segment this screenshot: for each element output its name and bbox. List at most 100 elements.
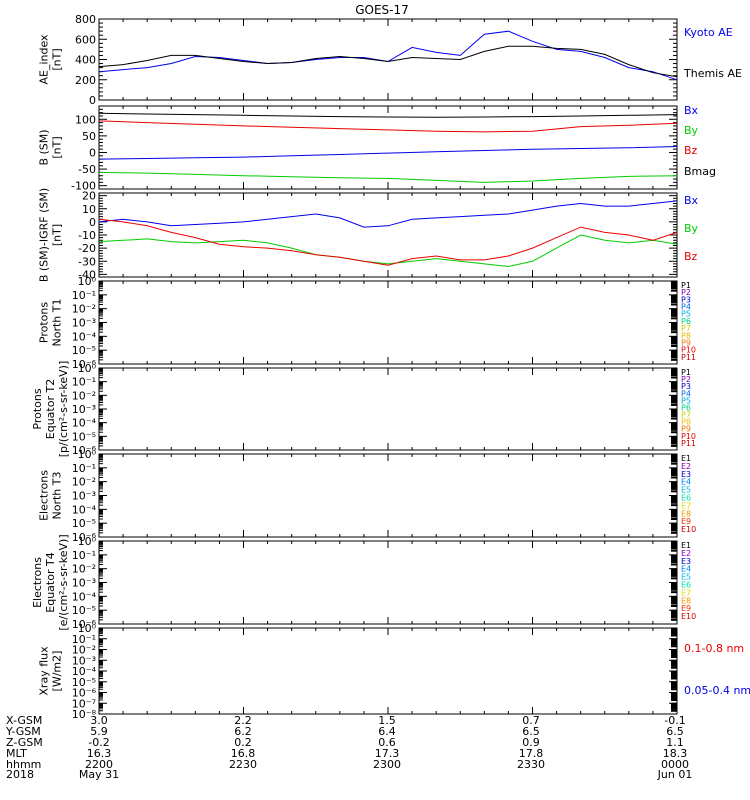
ephemeris-value: 3.0 [90,714,108,727]
y-axis-label: ElectronsEquator T4[e/(cm²-s-sr-keV)] [31,534,70,630]
channel-label: P9 [681,425,691,434]
channel-label: E9 [681,604,691,613]
channel-label: E1 [681,541,691,550]
ephemeris-value: 2.2 [234,714,252,727]
y-tick-label: 10⁻¹ [72,289,96,302]
series-line-by [98,171,678,183]
ephemeris-value: 6.2 [234,725,252,738]
channel-label: E4 [681,478,691,487]
y-tick-label: 10⁻⁶ [72,618,97,631]
ephemeris-row-label: MLT [6,747,27,760]
y-tick-label: 10⁻⁵ [72,676,96,689]
channel-label: E10 [681,525,696,534]
series-line-by [98,234,678,268]
channel-label: P4 [681,389,691,398]
y-axis-label-line: Electrons [31,557,44,608]
panel-frame [98,627,678,715]
y-tick-label: 10⁰ [78,535,97,548]
y-tick-label: 10⁻² [72,644,96,657]
y-tick-label: -30 [78,255,96,268]
y-tick-label: 100 [75,113,96,126]
ephemeris-value: 0.7 [522,714,540,727]
channel-label: E6 [681,494,691,503]
y-tick-label: 10⁻¹ [72,462,96,475]
channel-label: E4 [681,565,691,574]
y-axis-label: B (SM)[nT] [38,129,64,165]
panel-ae: AE_index[nT] 0 200 400 600 800 Kyoto AE Themis … [38,13,742,107]
panel-e2: ElectronsEquator T4[e/(cm²-s-sr-keV)] 10⁻… [31,534,696,631]
channel-label: P11 [681,439,696,448]
channel-label: P4 [681,303,691,312]
ephemeris-row-label: X-GSM [6,714,42,727]
series-line-bz [98,120,678,133]
series-line-themis-ae [98,45,678,78]
y-axis-label-line: North T3 [51,472,64,520]
y-tick-label: 10⁻⁶ [72,358,97,371]
channel-label: P8 [681,418,691,427]
y-tick-label: 10⁻³ [72,317,96,330]
channel-label: E1 [681,454,691,463]
xray-legend-label: 0.1-0.8 nm [684,642,744,655]
y-tick-label: 10⁻⁷ [72,697,96,710]
ephemeris-value: 6.5 [522,725,540,738]
y-tick-label: 50 [82,130,96,143]
ephemeris-row-label: Z-GSM [6,736,43,749]
y-axis-label-line: Electrons [38,470,51,521]
y-tick-label: 10⁻⁴ [72,330,97,343]
ephemeris-value: 16.8 [231,747,256,760]
panel-xray: Xray flux[W/m2]10⁻⁸10⁻⁷10⁻⁶10⁻⁵10⁻⁴10⁻³1… [38,622,750,721]
y-axis-label-line: Protons [38,302,51,343]
y-axis-label-line: Equator T4 [44,552,57,612]
y-tick-label: 10⁻⁶ [72,687,97,700]
legend-label: Bz [684,250,698,263]
y-axis-label-line: [W/m2] [51,651,64,692]
channel-label: P11 [681,353,696,362]
y-tick-label: 10⁻¹ [72,376,96,389]
ephemeris-value: 1.5 [378,714,396,727]
channel-label: E5 [681,573,691,582]
y-tick-label: 10⁻⁴ [72,665,97,678]
y-tick-label: 10⁻³ [72,490,96,503]
y-axis-label-line: Protons [31,388,44,429]
ephemeris-value: 1.1 [666,736,684,749]
panel-p1: ProtonsNorth T1 10⁻⁶10⁻⁵10⁻⁴10⁻³10⁻²10⁻¹1… [38,275,697,371]
y-tick-label: 10⁻⁶ [72,531,97,544]
channel-label: E2 [681,549,691,558]
y-tick-label: 0 [89,94,96,107]
channel-label: P3 [681,382,691,391]
y-axis-label-line: AE_index [38,34,51,85]
y-tick-label: -40 [78,268,96,281]
ephemeris-value: Jun 01 [657,768,693,781]
panel-e1: ElectronsNorth T3 10⁻⁶10⁻⁵10⁻⁴10⁻³10⁻²10⁻… [38,448,697,544]
y-axis-label-line: B (SM) [38,129,51,165]
y-tick-label: 10⁻⁵ [72,430,96,443]
series-line-bmag [98,112,678,118]
y-tick-label: 10⁻³ [72,577,96,590]
panel-frame [98,105,678,190]
y-axis-label-line: [nT] [51,48,64,70]
channel-label: E8 [681,596,691,605]
panel-frame [98,453,678,538]
ephemeris-value: 0.9 [522,736,540,749]
y-tick-label: 10⁻³ [72,403,96,416]
y-tick-label: -50 [78,163,96,176]
channel-label: E10 [681,612,696,621]
y-tick-label: 10⁰ [78,622,97,635]
plot-title: GOES-17 [355,3,409,17]
y-axis-label-line: Xray flux [38,646,51,696]
channel-label: P7 [681,324,691,333]
y-tick-label: 600 [75,33,96,46]
ephemeris-value: 17.8 [519,747,544,760]
y-axis-label-line: Equator T2 [44,379,57,439]
ephemeris-value: May 31 [79,768,119,781]
legend-label: Bx [684,104,699,117]
panel-p2: ProtonsEquator T2[p/(cm²-s-sr-keV)] 10⁻⁶1… [31,361,696,458]
ephemeris-value: -0.2 [88,736,109,749]
ephemeris-value: 2230 [229,758,257,771]
ephemeris-value: 0.2 [234,736,252,749]
channel-label: P2 [681,375,691,384]
channel-label: P5 [681,396,691,405]
panel-frame [98,367,678,451]
channel-label: P10 [681,432,696,441]
